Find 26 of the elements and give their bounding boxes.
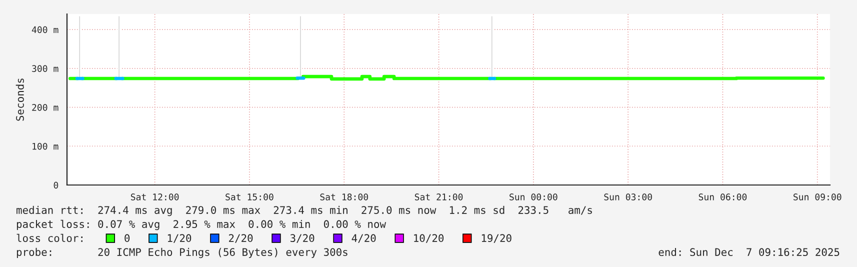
x-tick-label: Sat 15:00 bbox=[226, 194, 274, 200]
text: probe: 20 ICMP Echo Pings (56 Bytes) every 300s bbox=[16, 248, 348, 258]
x-tick-label: Sat 18:00 bbox=[320, 194, 368, 200]
y-tick-label: 400 m bbox=[32, 26, 58, 34]
legend-label: 2/20 bbox=[229, 234, 253, 243]
y-tick-label: 300 m bbox=[32, 65, 58, 72]
x-tick-label: Sat 12:00 bbox=[130, 194, 179, 200]
legend-label: 3/20 bbox=[290, 234, 314, 243]
legend-title: loss color: bbox=[16, 234, 82, 242]
x-tick-label: Sun 03:00 bbox=[604, 194, 652, 200]
x-tick-label: Sun 00:00 bbox=[510, 194, 558, 200]
x-tick-label: Sat 21:00 bbox=[414, 194, 463, 200]
x-tick-label: Sun 09:00 bbox=[794, 194, 842, 200]
legend-label: 10/20 bbox=[414, 234, 444, 243]
y-tick-label: 100 m bbox=[32, 142, 58, 150]
x-tick-label: Sun 06:00 bbox=[698, 194, 747, 200]
legend-label: 19/20 bbox=[482, 234, 512, 243]
legend-label: 0 bbox=[124, 234, 130, 242]
text: end: Sun Dec 7 09:16:25 2025 bbox=[658, 248, 840, 256]
y-tick-label: 200 m bbox=[32, 104, 58, 111]
legend-label: 4/20 bbox=[352, 234, 376, 243]
legend-label: 1/20 bbox=[168, 234, 192, 243]
y-tick-label: 0 bbox=[54, 182, 58, 189]
y-axis-title: Seconds bbox=[16, 78, 24, 121]
text: median rtt: 274.4 ms avg 279.0 ms max 273.4 ms min 275.0 ms now 1.2 ms sd 233.5 am/s bbox=[16, 206, 592, 216]
text: packet loss: 0.07 % avg 2.95 % max 0.00 % min 0.00 % now bbox=[16, 220, 386, 230]
